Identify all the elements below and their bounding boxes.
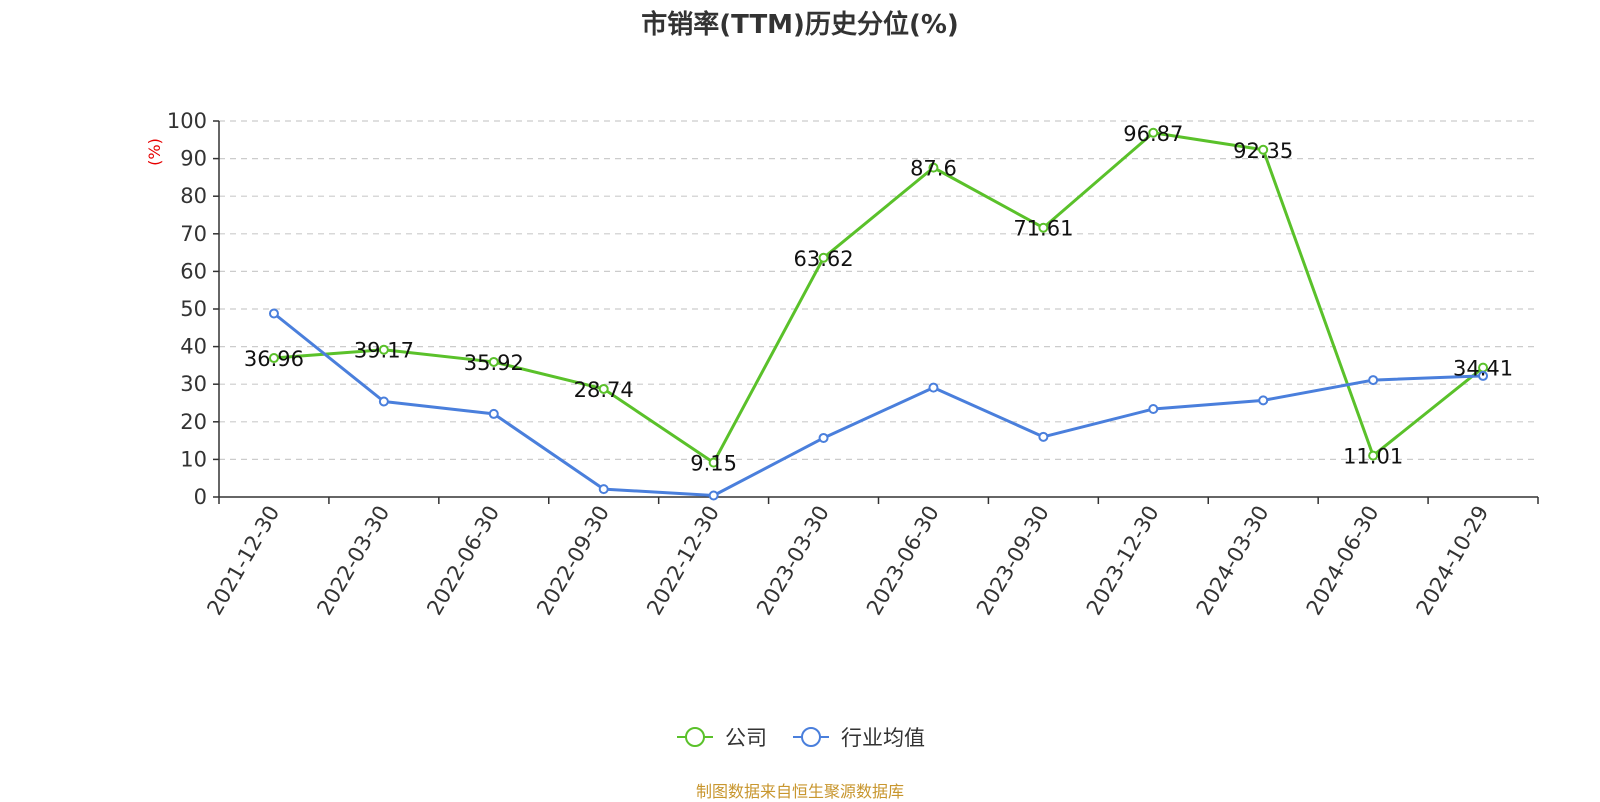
data-label: 28.74	[574, 378, 634, 402]
y-tick-label: 90	[180, 147, 207, 171]
data-point-company	[598, 383, 609, 394]
x-tick-label: 2024-06-30	[1302, 502, 1384, 620]
legend-item-company[interactable]: 公司	[675, 722, 767, 752]
data-point-company	[928, 162, 939, 173]
data-label: 34.41	[1453, 357, 1513, 381]
y-tick-label: 50	[180, 297, 207, 321]
data-label: 39.17	[354, 339, 414, 363]
x-tick-label: 2022-03-30	[312, 502, 394, 620]
data-label: 63.62	[793, 247, 853, 271]
y-tick-label: 40	[180, 335, 207, 359]
legend-item-industry[interactable]: 行业均值	[791, 722, 925, 752]
data-point-company	[488, 356, 499, 367]
x-tick-label: 2023-06-30	[862, 501, 944, 619]
data-point-industry	[1148, 404, 1159, 415]
data-label: 36.96	[244, 347, 304, 371]
data-point-company	[378, 344, 389, 355]
chart-title: 市销率(TTM)历史分位(%)	[641, 10, 959, 40]
y-tick-label: 30	[180, 372, 207, 396]
data-point-industry	[1478, 370, 1489, 381]
data-labels: 36.96 39.17 35.92 28.74 9.15 63.62 87.6 71.61 96…	[244, 122, 1513, 476]
data-label: 11.01	[1343, 445, 1403, 469]
x-tick-label: 2024-10-29	[1412, 502, 1494, 620]
y-tick-label: 80	[180, 184, 207, 208]
data-point-company	[818, 252, 829, 263]
data-point-company	[708, 457, 719, 468]
series-line-industry	[273, 312, 1484, 497]
legend-swatch-marker	[801, 727, 821, 747]
series	[268, 127, 1489, 501]
legend-label: 公司	[725, 726, 767, 750]
data-label: 92.35	[1233, 139, 1293, 163]
x-tick-label: 2022-12-30	[642, 502, 724, 620]
y-tick-label: 10	[180, 447, 207, 471]
data-point-industry	[268, 308, 279, 319]
series-line-company	[273, 131, 1484, 465]
grid-lines	[219, 120, 1538, 460]
x-tick-label: 2021-12-30	[202, 502, 284, 620]
data-point-industry	[598, 484, 609, 495]
data-point-industry	[488, 408, 499, 419]
data-point-company	[268, 353, 279, 364]
data-point-industry	[1038, 431, 1049, 442]
data-point-industry	[378, 396, 389, 407]
data-point-company	[1368, 450, 1379, 461]
data-point-industry	[818, 432, 829, 443]
data-point-company	[1148, 127, 1159, 138]
data-label: 9.15	[690, 452, 737, 476]
axes: 0 10 20 30 40 50 60 70 80 90 100 2021-12-30 2022-03-…	[167, 109, 1539, 620]
x-tick-label: 2023-12-30	[1082, 502, 1164, 620]
y-tick-label: 60	[180, 259, 207, 283]
source-note: 制图数据来自恒生聚源数据库	[695, 782, 904, 801]
y-axis-label: (%)	[145, 138, 164, 166]
data-point-company	[1258, 144, 1269, 155]
data-point-industry	[928, 382, 939, 393]
legend-swatch-marker	[685, 727, 705, 747]
data-label: 87.6	[910, 157, 957, 181]
x-tick-label: 2024-03-30	[1192, 502, 1274, 620]
data-point-industry	[1258, 395, 1269, 406]
y-tick-label: 20	[180, 410, 207, 434]
y-tick-label: 70	[180, 222, 207, 246]
x-tick-label: 2022-06-30	[422, 501, 504, 619]
x-tick-label: 2023-03-30	[752, 502, 834, 620]
legend-swatch-icon	[677, 727, 713, 747]
x-tick-label: 2022-09-30	[532, 502, 614, 620]
data-point-industry	[1368, 375, 1379, 386]
y-tick-label: 100	[167, 109, 207, 133]
legend: 公司 行业均值	[0, 722, 1600, 752]
y-tick-label: 0	[194, 485, 207, 509]
data-point-company	[1038, 222, 1049, 233]
data-label: 35.92	[464, 351, 524, 375]
legend-label: 行业均值	[841, 726, 925, 750]
data-label: 71.61	[1013, 217, 1073, 241]
x-tick-label: 2023-09-30	[972, 502, 1054, 620]
data-label: 96.87	[1123, 122, 1183, 146]
data-point-industry	[708, 490, 719, 501]
legend-swatch-icon	[793, 727, 829, 747]
